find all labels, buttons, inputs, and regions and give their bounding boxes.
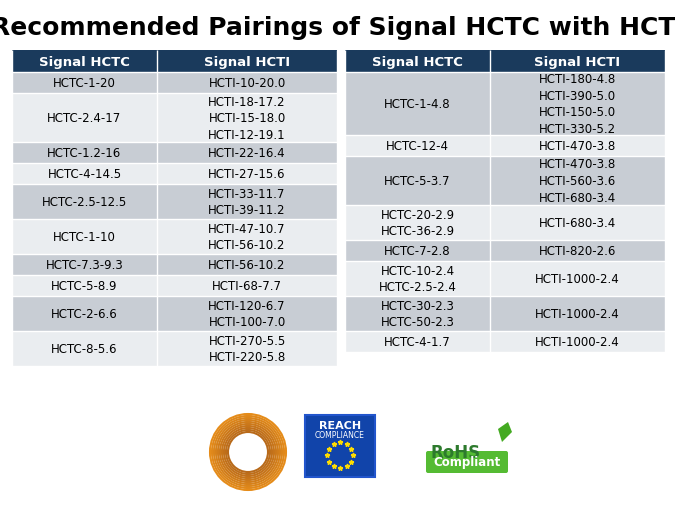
Text: Compliant: Compliant xyxy=(433,456,501,469)
Text: HCTI-270-5.5
HCTI-220-5.8: HCTI-270-5.5 HCTI-220-5.8 xyxy=(209,334,286,364)
Text: RoHS: RoHS xyxy=(430,443,480,461)
Text: HCTC-1.2-16: HCTC-1.2-16 xyxy=(47,147,122,160)
Text: HCTI-18-17.2
HCTI-15-18.0
HCTI-12-19.1: HCTI-18-17.2 HCTI-15-18.0 HCTI-12-19.1 xyxy=(208,95,286,141)
Text: Signal HCTC: Signal HCTC xyxy=(39,56,130,68)
Text: HCTI-56-10.2: HCTI-56-10.2 xyxy=(209,259,286,272)
Text: Signal HCTI: Signal HCTI xyxy=(204,56,290,68)
Text: HCTC-5-8.9: HCTC-5-8.9 xyxy=(51,279,117,292)
Text: HCTC-2-6.6: HCTC-2-6.6 xyxy=(51,308,118,320)
Text: HCTC-2.4-17: HCTC-2.4-17 xyxy=(47,112,122,125)
Bar xyxy=(12,94,337,143)
Text: HCTI-180-4.8
HCTI-390-5.0
HCTI-150-5.0
HCTI-330-5.2: HCTI-180-4.8 HCTI-390-5.0 HCTI-150-5.0 H… xyxy=(539,73,616,135)
Bar xyxy=(12,296,337,331)
Text: Signal HCTC: Signal HCTC xyxy=(372,56,463,68)
Text: HCTI-22-16.4: HCTI-22-16.4 xyxy=(208,147,286,160)
Bar xyxy=(345,73,665,136)
FancyBboxPatch shape xyxy=(426,451,508,473)
Bar xyxy=(12,164,337,185)
Bar xyxy=(345,157,665,206)
Bar xyxy=(12,255,337,275)
Text: HCTC-1-10: HCTC-1-10 xyxy=(53,231,116,243)
Text: Signal HCTI: Signal HCTI xyxy=(535,56,620,68)
Polygon shape xyxy=(498,422,512,442)
Bar xyxy=(12,73,337,94)
Text: HCTI-1000-2.4: HCTI-1000-2.4 xyxy=(535,335,620,348)
Text: HCTI-470-3.8
HCTI-560-3.6
HCTI-680-3.4: HCTI-470-3.8 HCTI-560-3.6 HCTI-680-3.4 xyxy=(539,158,616,204)
Bar xyxy=(345,262,665,296)
Bar xyxy=(12,143,337,164)
Text: HCTC-1-4.8: HCTC-1-4.8 xyxy=(384,98,451,111)
Text: HCTC-12-4: HCTC-12-4 xyxy=(386,140,449,153)
Text: HCTI-1000-2.4: HCTI-1000-2.4 xyxy=(535,308,620,320)
Text: HCTI-680-3.4: HCTI-680-3.4 xyxy=(539,217,616,230)
Text: HCTC-10-2.4
HCTC-2.5-2.4: HCTC-10-2.4 HCTC-2.5-2.4 xyxy=(379,264,456,294)
Text: COMPLIANCE: COMPLIANCE xyxy=(315,431,365,440)
Text: HCTI-470-3.8: HCTI-470-3.8 xyxy=(539,140,616,153)
Text: HCTI-10-20.0: HCTI-10-20.0 xyxy=(209,77,286,90)
Text: HCTI-120-6.7
HCTI-100-7.0: HCTI-120-6.7 HCTI-100-7.0 xyxy=(209,299,286,329)
Bar xyxy=(12,220,337,255)
Text: HCTI-47-10.7
HCTI-56-10.2: HCTI-47-10.7 HCTI-56-10.2 xyxy=(209,222,286,252)
Text: Recommended Pairings of Signal HCTC with HCTI: Recommended Pairings of Signal HCTC with… xyxy=(0,16,675,40)
Bar xyxy=(345,206,665,240)
Text: HCTI-1000-2.4: HCTI-1000-2.4 xyxy=(535,273,620,285)
Text: HCTC-2.5-12.5: HCTC-2.5-12.5 xyxy=(42,195,127,209)
Text: HCTI-820-2.6: HCTI-820-2.6 xyxy=(539,244,616,258)
Bar xyxy=(345,296,665,331)
Bar xyxy=(12,331,337,366)
Bar xyxy=(305,415,375,477)
Text: HCTC-4-14.5: HCTC-4-14.5 xyxy=(47,168,122,181)
Text: HCTC-8-5.6: HCTC-8-5.6 xyxy=(51,342,117,356)
Text: HCTC-7-2.8: HCTC-7-2.8 xyxy=(384,244,451,258)
Text: HCTC-4-1.7: HCTC-4-1.7 xyxy=(384,335,451,348)
Bar xyxy=(12,51,337,73)
Text: HCTC-5-3.7: HCTC-5-3.7 xyxy=(384,175,451,188)
Bar xyxy=(345,51,665,73)
Text: HCTC-20-2.9
HCTC-36-2.9: HCTC-20-2.9 HCTC-36-2.9 xyxy=(381,209,454,238)
Bar xyxy=(12,275,337,296)
Text: HCTC-1-20: HCTC-1-20 xyxy=(53,77,116,90)
Text: HCTC-30-2.3
HCTC-50-2.3: HCTC-30-2.3 HCTC-50-2.3 xyxy=(381,299,454,329)
Text: HCTI-68-7.7: HCTI-68-7.7 xyxy=(212,279,282,292)
Text: HCTC-7.3-9.3: HCTC-7.3-9.3 xyxy=(46,259,124,272)
Bar xyxy=(12,185,337,220)
Text: REACH: REACH xyxy=(319,420,361,430)
Text: HCTI-27-15.6: HCTI-27-15.6 xyxy=(209,168,286,181)
Bar xyxy=(345,331,665,352)
Bar xyxy=(345,240,665,262)
Bar xyxy=(345,136,665,157)
Text: HCTI-33-11.7
HCTI-39-11.2: HCTI-33-11.7 HCTI-39-11.2 xyxy=(209,187,286,217)
